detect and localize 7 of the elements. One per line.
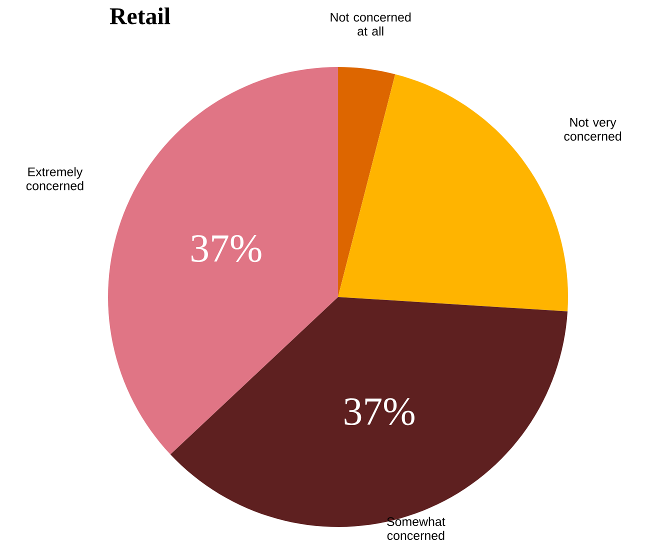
slice-label: Somewhat concerned — [387, 516, 446, 540]
chart-title: Retail — [110, 7, 170, 24]
data-label: 37% — [344, 398, 414, 426]
slice-label: Extremely concerned — [26, 167, 84, 190]
slice-label: Not very concerned — [564, 118, 622, 141]
slice-label: Not concerned at all — [330, 12, 411, 36]
data-label: 37% — [192, 235, 262, 262]
